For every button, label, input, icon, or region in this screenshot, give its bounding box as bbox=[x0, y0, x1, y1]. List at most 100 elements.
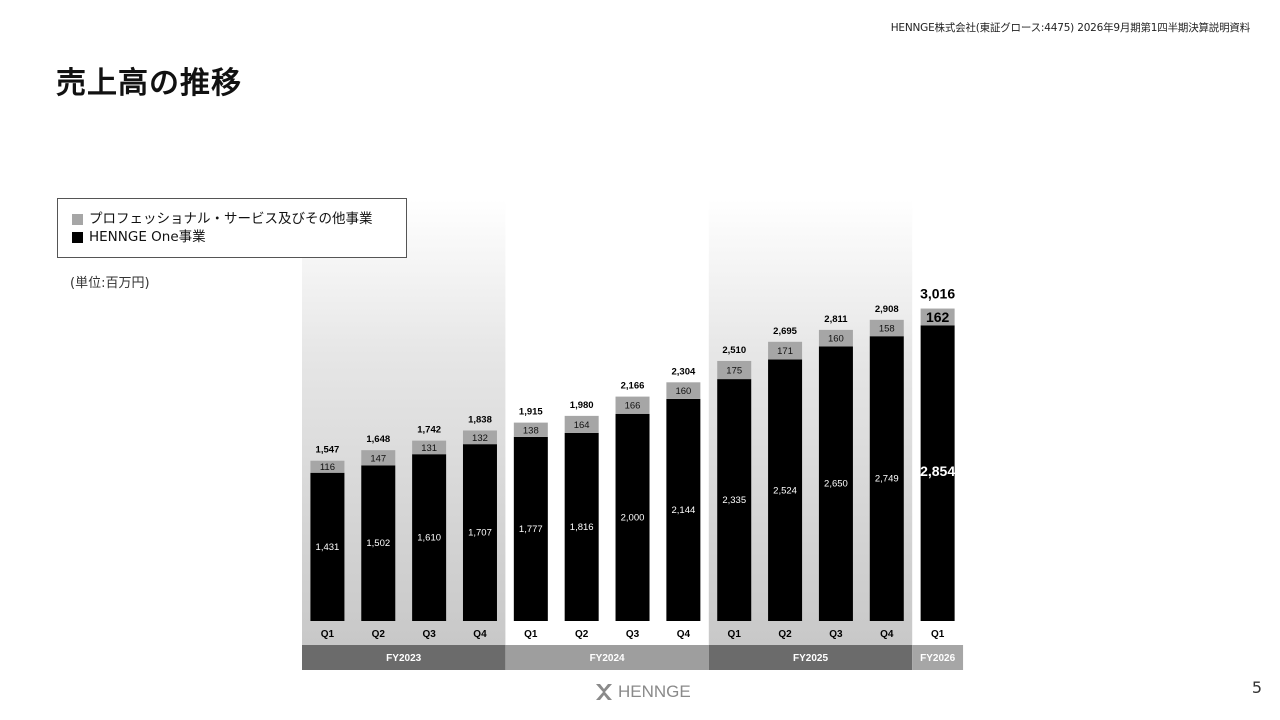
value-label-pro: 116 bbox=[320, 462, 335, 473]
value-label-total: 1,648 bbox=[366, 434, 390, 445]
fy-band-fy2024 bbox=[505, 645, 709, 670]
fy-band-fy2026 bbox=[912, 645, 964, 670]
x-tick-label: Q3 bbox=[422, 629, 436, 640]
value-label-hennge-one: 2,749 bbox=[875, 474, 899, 485]
x-tick-label: Q1 bbox=[931, 629, 945, 640]
fy-label-fy2024: FY2024 bbox=[590, 653, 625, 664]
value-label-pro: 160 bbox=[828, 334, 844, 345]
value-label-pro: 132 bbox=[472, 433, 488, 444]
value-label-pro: 171 bbox=[777, 346, 793, 357]
bar-hennge-one bbox=[361, 465, 396, 621]
footer-logo-text: HENNGE bbox=[618, 682, 691, 701]
legend-label-pro: プロフェッショナル・サービス及びその他事業 bbox=[89, 211, 373, 227]
value-label-total: 1,838 bbox=[468, 414, 492, 425]
x-tick-label: Q1 bbox=[728, 629, 742, 640]
x-tick-label: Q1 bbox=[524, 629, 538, 640]
value-label-total: 2,166 bbox=[621, 381, 645, 392]
bar-hennge-one bbox=[615, 413, 650, 621]
value-label-hennge-one: 2,854 bbox=[920, 463, 955, 479]
unit-label: (単位:百万円) bbox=[70, 276, 150, 291]
legend-item-hennge-one: HENNGE One事業 bbox=[72, 228, 406, 246]
bar-pro bbox=[869, 319, 904, 337]
x-tick-label: Q1 bbox=[321, 629, 335, 640]
value-label-hennge-one: 2,524 bbox=[773, 485, 797, 496]
value-label-total: 3,016 bbox=[920, 286, 955, 302]
fy-label-fy2026: FY2026 bbox=[920, 653, 955, 664]
bar-pro bbox=[412, 440, 447, 455]
x-tick-label: Q2 bbox=[372, 629, 386, 640]
value-label-pro: 164 bbox=[574, 420, 590, 431]
bar-pro bbox=[666, 382, 701, 399]
bar-pro bbox=[615, 396, 650, 414]
x-tick-label: Q3 bbox=[829, 629, 843, 640]
fy-band-fy2023 bbox=[302, 645, 506, 670]
value-label-hennge-one: 1,431 bbox=[316, 542, 340, 553]
x-tick-label: Q2 bbox=[575, 629, 589, 640]
value-label-total: 2,304 bbox=[671, 366, 695, 377]
fy-band-fy2025 bbox=[708, 645, 913, 670]
value-label-hennge-one: 1,707 bbox=[468, 528, 492, 539]
bar-pro bbox=[361, 450, 396, 466]
bar-hennge-one bbox=[412, 454, 447, 621]
bar-hennge-one bbox=[513, 436, 548, 621]
value-label-total: 1,915 bbox=[519, 407, 543, 418]
value-label-total: 2,811 bbox=[824, 314, 848, 325]
legend-label-hennge-one: HENNGE One事業 bbox=[89, 229, 206, 245]
value-label-total: 2,510 bbox=[722, 345, 746, 356]
x-tick-label: Q4 bbox=[677, 629, 691, 640]
value-label-pro: 131 bbox=[421, 443, 437, 454]
x-tick-label: Q2 bbox=[778, 629, 792, 640]
footer-logo: HENNGE bbox=[594, 682, 691, 702]
legend-swatch-pro bbox=[72, 213, 83, 225]
header-note: HENNGE株式会社(東証グロース:4475) 2026年9月期第1四半期決算説… bbox=[890, 22, 1250, 34]
value-label-total: 1,547 bbox=[316, 445, 340, 456]
x-tick-label: Q4 bbox=[473, 629, 487, 640]
bar-hennge-one bbox=[869, 336, 904, 621]
value-label-pro: 162 bbox=[926, 309, 950, 325]
bar-pro bbox=[818, 329, 853, 347]
hennge-logo-icon bbox=[596, 684, 612, 700]
fy-label-fy2023: FY2023 bbox=[386, 653, 421, 664]
value-label-hennge-one: 2,335 bbox=[722, 495, 746, 506]
value-label-pro: 138 bbox=[523, 425, 539, 436]
bar-pro bbox=[513, 422, 548, 437]
bar-hennge-one bbox=[564, 432, 599, 621]
page-number: 5 bbox=[1251, 678, 1262, 697]
value-label-hennge-one: 1,816 bbox=[570, 522, 594, 533]
value-label-pro: 166 bbox=[625, 401, 641, 412]
value-label-hennge-one: 2,000 bbox=[621, 512, 645, 523]
legend-swatch-hennge-one bbox=[72, 231, 83, 243]
x-tick-label: Q3 bbox=[626, 629, 640, 640]
value-label-total: 1,742 bbox=[417, 425, 441, 436]
bar-hennge-one bbox=[717, 379, 752, 621]
value-label-hennge-one: 2,650 bbox=[824, 479, 848, 490]
value-label-pro: 147 bbox=[370, 453, 386, 464]
value-label-pro: 160 bbox=[675, 386, 691, 397]
value-label-total: 2,695 bbox=[773, 326, 797, 337]
bar-pro bbox=[462, 430, 497, 445]
legend-item-pro: プロフェッショナル・サービス及びその他事業 bbox=[72, 210, 406, 228]
value-label-hennge-one: 1,502 bbox=[366, 538, 390, 549]
chart-legend: プロフェッショナル・サービス及びその他事業 HENNGE One事業 bbox=[57, 198, 407, 258]
bar-pro bbox=[564, 415, 599, 433]
value-label-pro: 158 bbox=[879, 324, 895, 335]
page-title: 売上高の推移 bbox=[56, 66, 242, 101]
bar-hennge-one bbox=[768, 359, 803, 621]
bar-pro bbox=[768, 341, 803, 360]
value-label-hennge-one: 1,610 bbox=[417, 533, 441, 544]
value-label-total: 1,980 bbox=[570, 400, 594, 411]
bar-hennge-one bbox=[666, 398, 701, 621]
value-label-pro: 175 bbox=[726, 366, 742, 377]
value-label-total: 2,908 bbox=[875, 304, 899, 315]
bar-hennge-one bbox=[818, 346, 853, 621]
fy-label-fy2025: FY2025 bbox=[793, 653, 828, 664]
bar-hennge-one bbox=[920, 325, 955, 621]
value-label-hennge-one: 1,777 bbox=[519, 524, 543, 535]
bar-hennge-one bbox=[462, 444, 497, 621]
bar-hennge-one bbox=[310, 472, 345, 621]
bar-pro bbox=[920, 308, 955, 326]
bar-pro bbox=[310, 460, 345, 473]
bar-pro bbox=[717, 360, 752, 380]
value-label-hennge-one: 2,144 bbox=[671, 505, 695, 516]
